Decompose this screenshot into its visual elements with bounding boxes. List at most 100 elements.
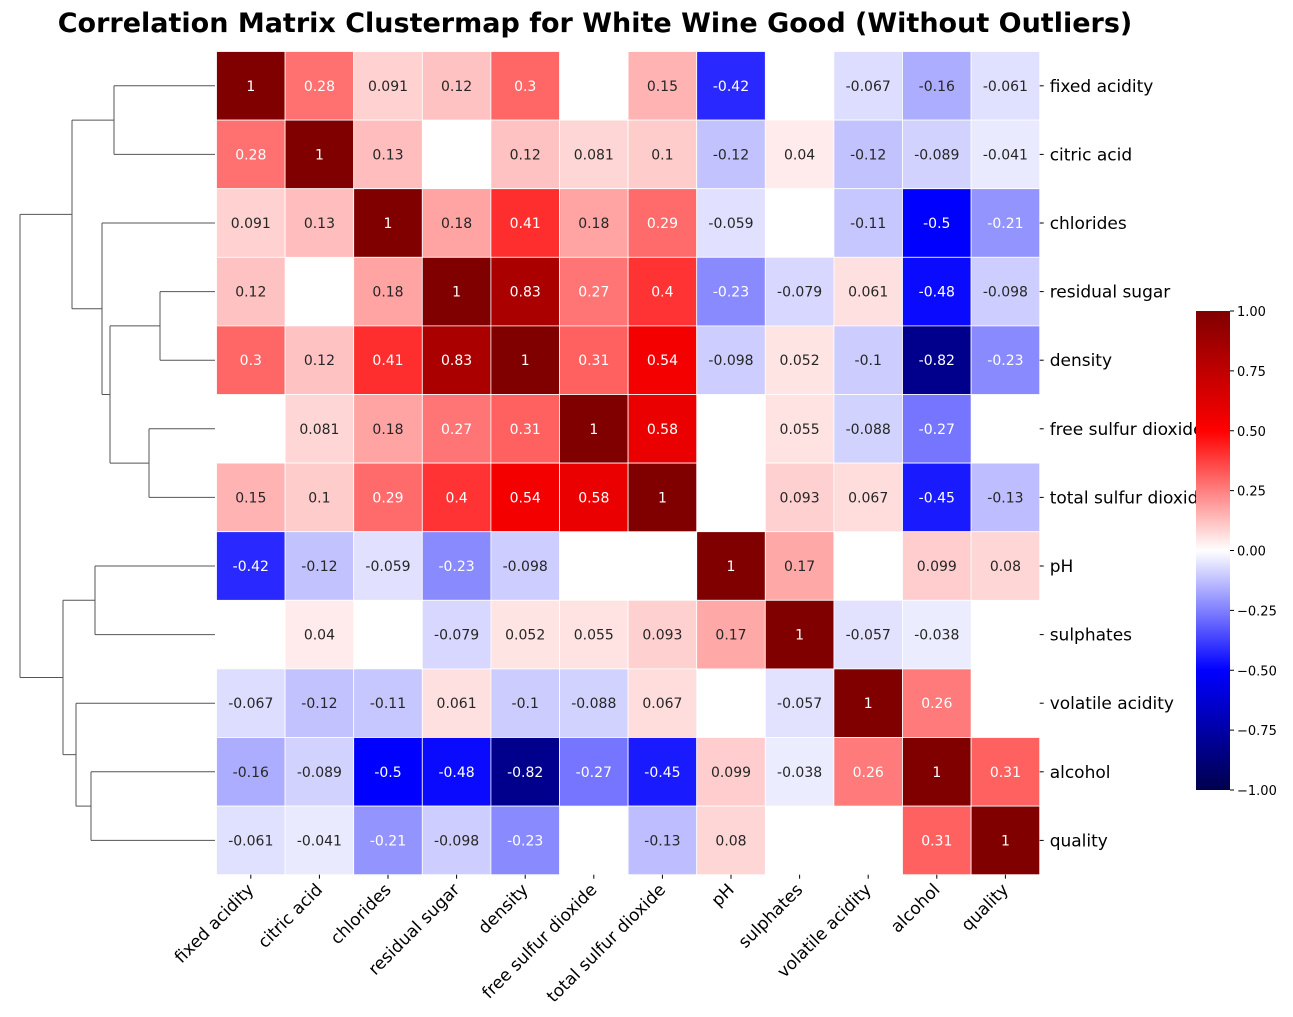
cell-annotation: 0.099 — [917, 559, 957, 575]
heatmap-cell — [833, 188, 903, 258]
colorbar-tick-label: 1.00 — [1237, 305, 1266, 320]
cell-annotation: -0.057 — [777, 696, 822, 712]
column-label: alcohol — [887, 880, 944, 937]
heatmap-cell — [284, 805, 355, 876]
heatmap-cell — [490, 599, 560, 670]
cell-annotation: -0.079 — [777, 285, 822, 301]
cell-annotation: -0.089 — [297, 765, 342, 781]
heatmap-cell — [902, 325, 972, 395]
row-label: fixed acidity — [1050, 77, 1154, 97]
cell-annotation: 0.4 — [445, 490, 467, 506]
cell-annotation: 0.18 — [372, 285, 403, 301]
cell-annotation: -0.041 — [297, 833, 342, 849]
heatmap-cell — [284, 394, 355, 464]
cell-annotation: -0.13 — [644, 833, 680, 849]
cell-annotation: -0.088 — [846, 422, 891, 438]
row-label: sulphates — [1050, 626, 1132, 646]
cell-annotation: 0.28 — [304, 79, 335, 95]
cell-annotation: 1 — [727, 559, 736, 575]
heatmap-cell — [353, 737, 423, 807]
heatmap-cell — [284, 188, 355, 258]
cell-annotation: -0.48 — [438, 765, 474, 781]
cell-annotation: -0.061 — [228, 833, 273, 849]
heatmap-cell — [490, 462, 560, 533]
cell-annotation: 0.15 — [647, 79, 678, 95]
heatmap-cell — [284, 119, 355, 190]
cell-annotation: -0.038 — [777, 765, 822, 781]
cell-annotation: 0.18 — [441, 216, 472, 232]
cell-annotation: 1 — [246, 79, 255, 95]
cell-annotation: 0.099 — [711, 765, 751, 781]
row-label: citric acid — [1050, 145, 1132, 165]
heatmap-cell — [970, 805, 1041, 876]
heatmap-cell — [902, 394, 972, 464]
colorbar: 1.00 0.75 0.50 0.25 0.00 −0.25 −0.50 −0.75 −1.00 — [1196, 305, 1277, 799]
cell-annotation: 0.31 — [990, 765, 1021, 781]
heatmap-cell — [833, 51, 903, 121]
cell-annotation: 0.18 — [372, 422, 403, 438]
cell-annotation: -0.079 — [434, 628, 479, 644]
heatmap-cell — [216, 325, 286, 395]
cell-annotation: 0.061 — [437, 696, 477, 712]
heatmap-cell — [764, 668, 835, 738]
cell-annotation: -0.16 — [233, 765, 269, 781]
cell-annotation: 0.091 — [368, 79, 408, 95]
cell-annotation: 1 — [1001, 833, 1010, 849]
heatmap-cell — [902, 188, 972, 258]
heatmap-cell — [284, 599, 355, 670]
heatmap-cell — [764, 737, 835, 807]
cell-annotation: 0.055 — [780, 422, 820, 438]
cell-annotation: -0.041 — [983, 147, 1028, 163]
heatmap-cell — [970, 51, 1041, 121]
cell-annotation: -0.45 — [644, 765, 680, 781]
heatmap-cell — [421, 394, 492, 464]
row-label: total sulfur dioxide — [1050, 488, 1209, 508]
cell-annotation: 0.12 — [235, 285, 266, 301]
cell-annotation: -0.27 — [576, 765, 612, 781]
cell-annotation: -0.5 — [374, 765, 401, 781]
heatmap-cell — [833, 668, 903, 738]
colorbar-tick-label: −1.00 — [1237, 784, 1277, 799]
cell-annotation: 0.58 — [578, 490, 609, 506]
heatmap-cell — [353, 119, 423, 190]
cell-annotation: 0.83 — [510, 285, 541, 301]
colorbar-tick-label: 0.25 — [1237, 485, 1266, 500]
cell-annotation: 0.31 — [921, 833, 952, 849]
cell-annotation: 0.18 — [578, 216, 609, 232]
row-label: pH — [1050, 557, 1074, 577]
heatmap-cell — [970, 256, 1041, 327]
heatmap-cell — [559, 599, 629, 670]
cell-annotation: 0.13 — [372, 147, 403, 163]
cell-annotation: 1 — [452, 285, 461, 301]
heatmap-cell — [353, 256, 423, 327]
heatmap-cell — [353, 51, 423, 121]
heatmap-cell — [490, 51, 560, 121]
cell-annotation: 0.08 — [715, 833, 746, 849]
colorbar-tick-label: 0.50 — [1237, 425, 1266, 440]
heatmap-cell — [559, 188, 629, 258]
heatmap-cell — [559, 737, 629, 807]
cell-annotation: 1 — [932, 765, 941, 781]
row-dendrogram — [19, 85, 215, 841]
cell-annotation: 0.061 — [848, 285, 888, 301]
cell-annotation: 1 — [384, 216, 393, 232]
heatmap-cell — [216, 256, 286, 327]
cell-annotations: 1 0.28 0.091 0.12 0.3 0.15 -0.42 -0.067 -0.16 -0.… — [228, 79, 1028, 850]
cell-annotation: 0.31 — [510, 422, 541, 438]
heatmap-cell — [559, 394, 629, 464]
column-label: total sulfur dioxide — [543, 880, 670, 1007]
heatmap-cell — [559, 119, 629, 190]
heatmap-cell — [696, 599, 766, 670]
cell-annotation: 0.58 — [647, 422, 678, 438]
row-label: chlorides — [1050, 214, 1127, 234]
column-label: quality — [958, 880, 1013, 935]
cell-annotation: -0.48 — [919, 285, 955, 301]
cell-annotation: 0.29 — [647, 216, 678, 232]
cell-annotation: 1 — [315, 147, 324, 163]
heatmap-cell — [284, 531, 355, 601]
cell-annotation: 0.13 — [304, 216, 335, 232]
heatmap-cell — [970, 737, 1041, 807]
cell-annotation: -0.067 — [228, 696, 273, 712]
cell-annotation: -0.059 — [365, 559, 410, 575]
